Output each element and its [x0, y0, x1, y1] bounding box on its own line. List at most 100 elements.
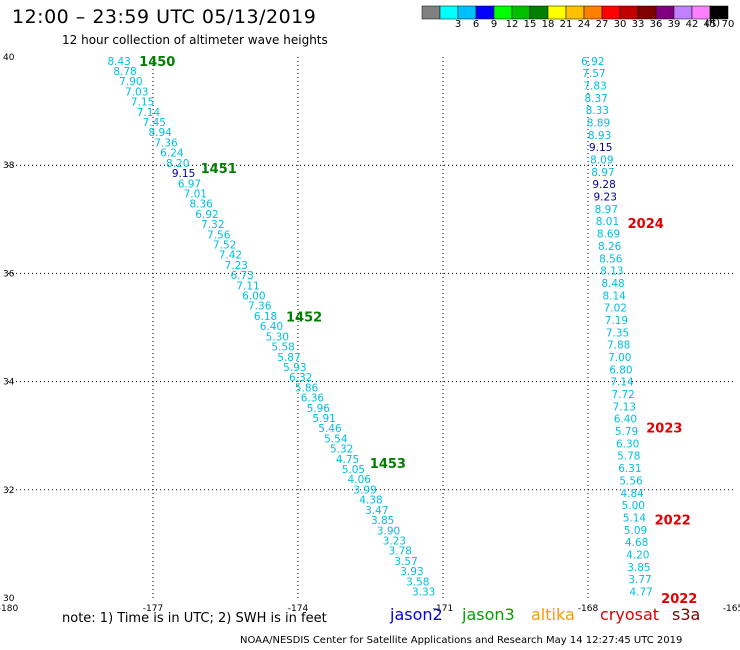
wave-height-value: 7.36: [248, 301, 272, 313]
wave-height-value: 7.42: [219, 250, 242, 262]
wave-height-value: 7.45: [143, 117, 166, 129]
pass-label: 2024: [628, 217, 664, 232]
lon-tick-label: -165: [723, 604, 740, 614]
legend-swatch: [619, 5, 639, 20]
wave-height-value: 7.32: [201, 219, 224, 231]
wave-height-value: 6.00: [242, 291, 265, 303]
wave-height-value: 7.72: [611, 389, 634, 401]
footer-credit: NOAA/NESDIS Center for Satellite Applica…: [240, 635, 683, 646]
lon-tick-label: -171: [433, 604, 453, 614]
wave-height-value: 7.11: [236, 280, 259, 292]
wave-height-value: 4.38: [359, 495, 382, 507]
wave-height-value: 7.88: [607, 340, 630, 352]
wave-height-value: 7.15: [131, 97, 154, 109]
pass-label: 1452: [286, 311, 322, 326]
pass-label: 1450: [139, 55, 175, 70]
wave-height-value: 7.14: [137, 107, 161, 119]
legend-label: 21: [559, 19, 573, 30]
legend-unit: (ft): [705, 18, 721, 29]
wave-height-value: 9.15: [589, 142, 612, 154]
wave-height-value: 3.47: [365, 505, 388, 517]
legend-swatch: [673, 5, 693, 20]
wave-height-value: 5.87: [277, 352, 300, 364]
wave-height-value: 8.78: [113, 66, 136, 78]
wave-height-value: 3.77: [628, 574, 651, 586]
legend-label: 36: [649, 19, 663, 30]
wave-height-value: 5.58: [271, 342, 294, 354]
legend-label: 9: [490, 19, 498, 30]
wave-height-value: 8.94: [148, 127, 172, 139]
pass-label: 2023: [646, 422, 682, 437]
pass-label: 1451: [201, 162, 237, 177]
lat-tick-label: 32: [3, 486, 14, 496]
legend-swatch: [457, 5, 477, 20]
wave-height-value: 7.35: [606, 327, 629, 339]
wave-height-value: 3.99: [353, 484, 376, 496]
wave-height-value: 7.00: [608, 352, 631, 364]
wave-height-value: 6.92: [195, 209, 218, 221]
wave-height-value: 3.57: [394, 556, 417, 568]
wave-height-value: 7.23: [225, 260, 248, 272]
wave-height-value: 5.09: [624, 525, 647, 537]
wave-height-value: 6.31: [618, 463, 641, 475]
wave-height-value: 5.86: [295, 382, 319, 394]
legend-swatch: [475, 5, 495, 20]
wave-height-value: 4.06: [348, 474, 372, 486]
wave-height-value: 9.15: [172, 168, 195, 180]
pass-label: 2022: [661, 592, 697, 607]
legend-swatch: [421, 5, 441, 20]
note-text: note: 1) Time is in UTC; 2) SWH is in fe…: [62, 611, 327, 626]
wave-height-value: 8.36: [189, 199, 213, 211]
wave-height-value: 4.68: [625, 537, 648, 549]
map-subtitle: 12 hour collection of altimeter wave hei…: [62, 33, 328, 47]
wave-height-value: 7.57: [582, 68, 605, 80]
legend-label: 45: [703, 19, 717, 30]
wave-height-value: 7.13: [613, 401, 636, 413]
wave-height-value: 8.14: [602, 290, 626, 302]
wave-height-value: 5.46: [318, 423, 342, 435]
wave-height-value: 7.56: [207, 229, 231, 241]
lon-tick-label: -174: [288, 604, 309, 614]
lon-tick-label: -177: [143, 604, 163, 614]
wave-height-value: 3.78: [389, 546, 412, 558]
wave-height-value: 5.96: [307, 403, 331, 415]
legend-swatch: [601, 5, 621, 20]
legend-swatch: [439, 5, 459, 20]
wave-height-value: 6.40: [260, 321, 283, 333]
legend-label: 30: [613, 19, 627, 30]
wave-height-value: 7.36: [154, 137, 178, 149]
wave-height-value: 9.28: [592, 179, 615, 191]
legend-label: 3: [454, 19, 462, 30]
wave-height-value: 8.89: [587, 117, 610, 129]
wave-height-value: 5.93: [283, 362, 306, 374]
wave-height-value: 3.85: [627, 562, 650, 574]
wave-height-value: 8.97: [591, 167, 614, 179]
legend-swatch: [511, 5, 531, 20]
wave-height-value: 6.30: [616, 438, 639, 450]
wave-height-value: 8.26: [598, 241, 622, 253]
wave-height-value: 4.75: [336, 454, 359, 466]
wave-height-value: 8.69: [597, 229, 620, 241]
wave-height-value: 3.23: [383, 535, 406, 547]
wave-height-value: 6.92: [581, 56, 604, 68]
legend-label: 6: [472, 19, 480, 30]
legend-label: 12: [505, 19, 519, 30]
wave-height-value: 5.00: [622, 500, 645, 512]
legend-label: 15: [523, 19, 537, 30]
satellite-altika: altika: [531, 605, 575, 624]
wave-height-value: 7.03: [125, 86, 148, 98]
legend-label: 70: [721, 19, 735, 30]
wave-height-value: 6.18: [254, 311, 277, 323]
wave-height-value: 8.37: [585, 93, 608, 105]
wave-height-value: 6.97: [178, 178, 201, 190]
satellite-jason2: jason2: [390, 605, 443, 624]
wave-height-value: 7.83: [583, 80, 606, 92]
legend-swatch: [691, 5, 711, 20]
pass-label: 1453: [370, 457, 406, 472]
lat-tick-label: 30: [3, 594, 15, 604]
wave-height-value: 6.40: [614, 414, 637, 426]
wave-height-value: 3.33: [412, 587, 435, 599]
wave-height-value: 6.32: [289, 372, 312, 384]
